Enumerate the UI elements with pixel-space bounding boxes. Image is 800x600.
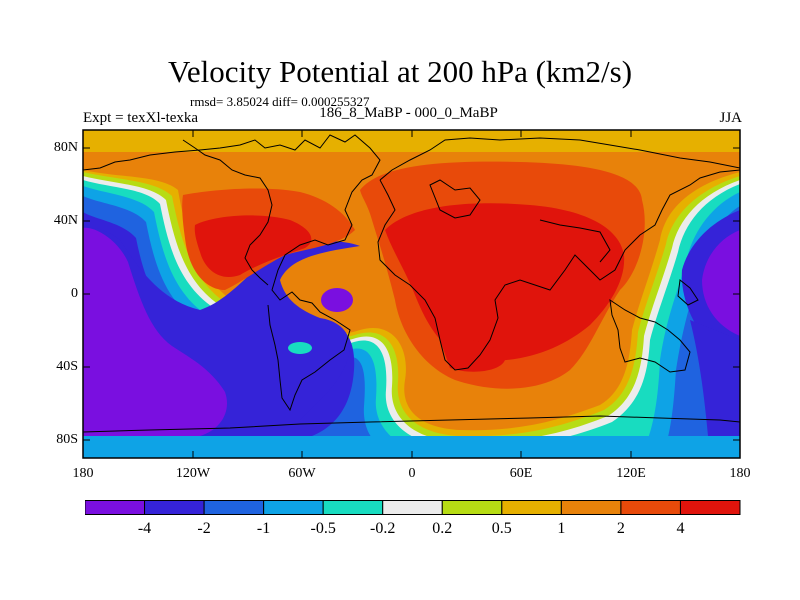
lon-label-60e: 60E: [509, 466, 533, 481]
colorbar-swatch: [560, 500, 622, 515]
lat-label-40s: 40S: [56, 359, 78, 374]
colorbar-label: -1: [256, 520, 271, 537]
colorbar-swatch: [679, 500, 741, 515]
colorbar-label: -4: [137, 520, 152, 537]
colorbar-label: -0.5: [310, 520, 336, 537]
colorbar-label: 0.2: [432, 520, 453, 537]
lon-label-120e: 120E: [616, 466, 646, 481]
lon-label-0: 0: [408, 466, 416, 481]
colorbar-label: 1: [557, 520, 566, 537]
case-label: 186_8_MaBP - 000_0_MaBP: [319, 105, 498, 121]
colorbar-label: 4: [676, 520, 685, 537]
lon-label-120w: 120W: [175, 466, 211, 481]
colorbar-swatch: [441, 500, 503, 515]
lat-label-0: 0: [71, 286, 78, 301]
map-title: Velocity Potential at 200 hPa (km2/s): [167, 54, 633, 89]
lon-label-180w: 180: [72, 466, 94, 481]
lat-label-80n: 80N: [53, 140, 78, 155]
colorbar-swatch: [85, 500, 146, 515]
colorbar-swatch: [382, 500, 443, 515]
colorbar-label: 0.5: [491, 520, 512, 537]
colorbar-swatch: [203, 500, 265, 515]
colorbar-label: -2: [197, 520, 211, 537]
colorbar: [85, 500, 741, 515]
colorbar-swatch: [263, 500, 324, 515]
lon-label-60w: 60W: [288, 466, 316, 481]
colorbar-label: -0.2: [370, 520, 396, 537]
experiment-label: Expt = texXl-texka: [83, 110, 199, 126]
lat-label-40n: 40N: [53, 213, 78, 228]
stats-label: rmsd= 3.85024 diff= 0.000255327: [190, 94, 370, 109]
lat-label-80s: 80S: [56, 432, 78, 447]
colorbar-swatch: [501, 500, 562, 515]
season-label: JJA: [719, 110, 742, 126]
colorbar-label: 2: [616, 520, 625, 537]
colorbar-swatch: [322, 500, 384, 515]
colorbar-swatch: [620, 500, 681, 515]
colorbar-swatch: [144, 500, 205, 515]
lon-label-180e: 180: [729, 466, 751, 481]
